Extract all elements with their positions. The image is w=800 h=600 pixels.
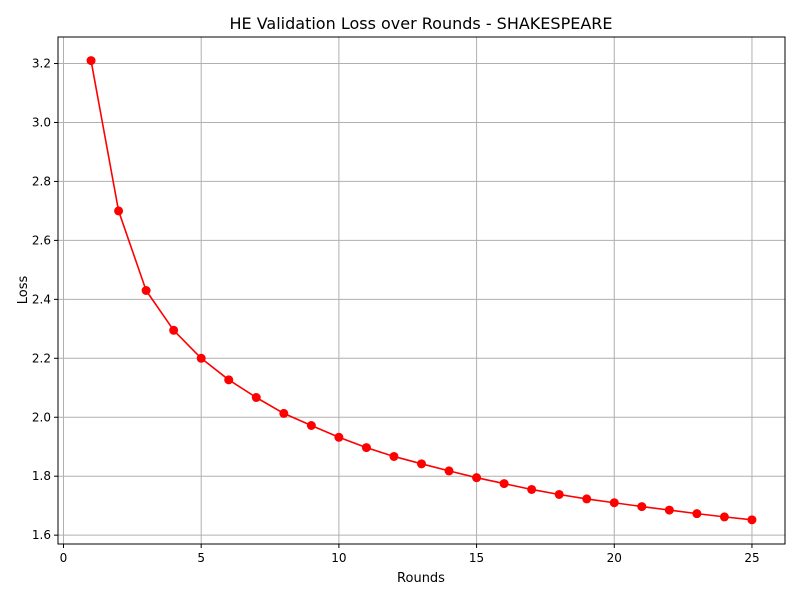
data-point (554, 489, 564, 499)
x-tick-label: 0 (60, 551, 68, 565)
data-point (361, 443, 371, 453)
data-point (251, 393, 261, 403)
x-tick-label: 10 (331, 551, 346, 565)
data-point (472, 473, 482, 483)
y-tick-label: 2.0 (32, 410, 51, 424)
data-point (114, 206, 124, 216)
data-point (664, 505, 674, 515)
data-point (389, 451, 399, 461)
data-point (86, 56, 96, 66)
x-tick-label: 5 (197, 551, 205, 565)
x-tick-label: 20 (607, 551, 622, 565)
x-tick-label: 25 (744, 551, 759, 565)
grid (58, 37, 785, 544)
data-point (499, 479, 509, 489)
data-point (609, 498, 619, 508)
data-point (196, 353, 206, 363)
x-axis-label: Rounds (397, 571, 445, 586)
data-point (279, 408, 289, 418)
series-group (86, 56, 757, 525)
data-point (141, 286, 151, 295)
y-tick-label: 2.8 (32, 174, 51, 188)
data-point (747, 515, 757, 525)
y-tick-label: 3.2 (32, 57, 51, 71)
data-point (637, 502, 647, 512)
y-tick-label: 2.4 (32, 292, 51, 306)
plot-frame (57, 36, 786, 545)
y-axis-ticks: 1.6 1.8 2.0 2.2 2.4 2.6 2.8 3.0 3.2 (32, 57, 58, 542)
data-point (306, 421, 316, 431)
y-tick-label: 2.2 (32, 351, 51, 365)
data-point (417, 459, 426, 469)
data-point (582, 494, 592, 504)
data-point (224, 375, 234, 385)
x-tick-label: 15 (469, 551, 484, 565)
chart-title: HE Validation Loss over Rounds - SHAKESP… (230, 14, 613, 33)
data-point (334, 432, 344, 442)
data-point (719, 512, 729, 522)
data-point (444, 466, 454, 476)
x-axis-ticks: 0 5 10 15 20 25 (60, 544, 760, 565)
y-tick-label: 1.8 (32, 469, 51, 483)
data-point (692, 509, 702, 519)
y-axis-label: Loss (16, 276, 31, 305)
y-tick-label: 3.0 (32, 115, 51, 129)
y-tick-label: 2.6 (32, 233, 51, 247)
data-point (169, 325, 179, 335)
y-tick-label: 1.6 (32, 528, 51, 542)
data-point (527, 484, 537, 494)
